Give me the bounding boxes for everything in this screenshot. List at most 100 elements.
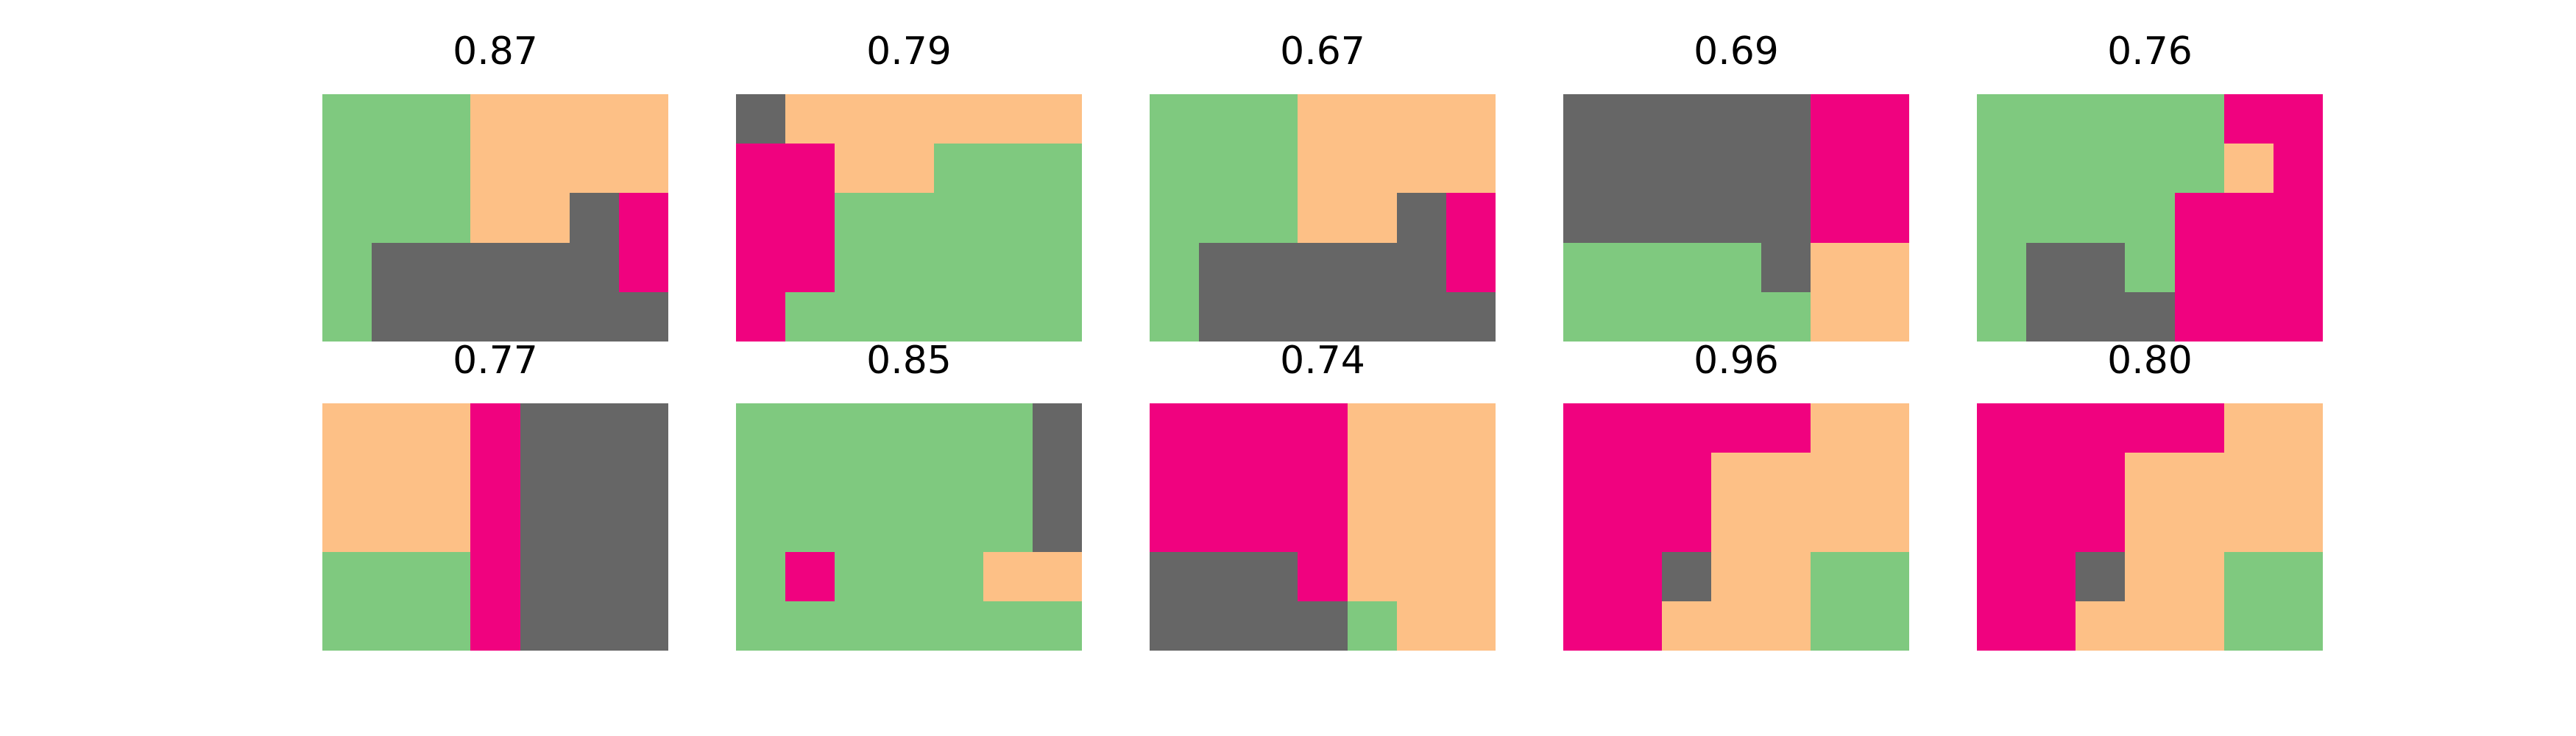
grid-cell	[835, 601, 884, 651]
grid-cell	[421, 552, 470, 601]
grid-cell	[372, 193, 421, 243]
grid-cell	[1563, 403, 1613, 453]
grid-cell	[1348, 193, 1397, 243]
grid-cell	[2224, 403, 2274, 453]
grid-cell	[2125, 403, 2175, 453]
grid-cell	[736, 144, 785, 193]
grid-cell	[1563, 601, 1613, 651]
grid-cell	[884, 453, 934, 502]
grid-cell	[785, 193, 835, 243]
grid-cell	[2274, 144, 2323, 193]
grid-cell	[1977, 403, 2026, 453]
grid-cell	[2224, 601, 2274, 651]
grid-cell	[619, 193, 668, 243]
grid-cell	[884, 144, 934, 193]
grid-cell	[1613, 243, 1662, 292]
grid-cell	[2026, 144, 2076, 193]
grid-cell	[1033, 502, 1082, 552]
grid-cell	[1860, 94, 1909, 144]
grid-cell	[934, 193, 983, 243]
grid-cell	[1860, 502, 1909, 552]
grid-cell	[983, 502, 1033, 552]
grid-cell	[322, 144, 372, 193]
grid-cell	[1150, 552, 1199, 601]
panel-score: 0.69	[1694, 29, 1779, 74]
grid-cell	[1761, 601, 1811, 651]
grid-cell	[1348, 502, 1397, 552]
grid-cell	[1446, 403, 1496, 453]
grid-cell	[736, 453, 785, 502]
grid-cell	[1811, 552, 1860, 601]
grid-cell	[835, 243, 884, 292]
grid-cell	[1977, 453, 2026, 502]
grid-cell	[1199, 94, 1248, 144]
grid-cell	[322, 94, 372, 144]
grid-cell	[1711, 453, 1761, 502]
grid-cell	[1860, 193, 1909, 243]
grid-cell	[421, 193, 470, 243]
grid-cell	[2076, 552, 2125, 601]
color-grid	[736, 403, 1082, 651]
grid-cell	[1248, 243, 1298, 292]
grid-cell	[1662, 502, 1711, 552]
grid-cell	[785, 601, 835, 651]
grid-cell	[1150, 403, 1199, 453]
grid-cell	[1662, 403, 1711, 453]
grid-cell	[1446, 552, 1496, 601]
grid-cell	[1860, 453, 1909, 502]
grid-cell	[372, 453, 421, 502]
grid-cell	[2175, 453, 2224, 502]
grid-cell	[372, 292, 421, 342]
grid-cell	[1298, 403, 1348, 453]
grid-cell	[1711, 403, 1761, 453]
grid-cell	[1248, 193, 1298, 243]
grid-cell	[1860, 552, 1909, 601]
grid-cell	[2076, 193, 2125, 243]
grid-cell	[1977, 601, 2026, 651]
grid-cell	[1446, 193, 1496, 243]
grid-cell	[2026, 292, 2076, 342]
grid-cell	[1446, 502, 1496, 552]
grid-cell	[619, 292, 668, 342]
grid-cell	[570, 193, 619, 243]
grid-cell	[322, 552, 372, 601]
grid-cell	[322, 243, 372, 292]
grid-cell	[736, 292, 785, 342]
grid-cell	[884, 292, 934, 342]
grid-cell	[619, 243, 668, 292]
grid-cell	[1977, 193, 2026, 243]
color-grid-svg	[322, 94, 668, 342]
grid-cell	[1662, 601, 1711, 651]
color-grid-svg	[1150, 403, 1496, 651]
grid-cell	[1298, 94, 1348, 144]
grid-cell	[1199, 243, 1248, 292]
panel-score: 0.77	[453, 339, 538, 383]
grid-cell	[470, 453, 520, 502]
grid-cell	[1761, 403, 1811, 453]
grid-cell	[934, 144, 983, 193]
grid-cell	[1860, 601, 1909, 651]
grid-cell	[322, 502, 372, 552]
grid-cell	[1033, 144, 1082, 193]
grid-cell	[570, 292, 619, 342]
grid-cell	[1563, 94, 1613, 144]
grid-cell	[322, 292, 372, 342]
grid-cell	[835, 144, 884, 193]
grid-cell	[2224, 502, 2274, 552]
grid-cell	[983, 144, 1033, 193]
grid-cell	[736, 94, 785, 144]
grid-cell	[1977, 552, 2026, 601]
grid-cell	[421, 502, 470, 552]
grid-cell	[1711, 193, 1761, 243]
grid-cell	[2175, 144, 2224, 193]
grid-cell	[2274, 243, 2323, 292]
grid-cell	[1397, 94, 1446, 144]
grid-cell	[785, 243, 835, 292]
grid-cell	[2175, 601, 2224, 651]
grid-cell	[1977, 243, 2026, 292]
grid-cell	[2125, 292, 2175, 342]
color-grid	[1150, 403, 1496, 651]
grid-cell	[1761, 502, 1811, 552]
grid-cell	[785, 144, 835, 193]
grid-cell	[1248, 453, 1298, 502]
